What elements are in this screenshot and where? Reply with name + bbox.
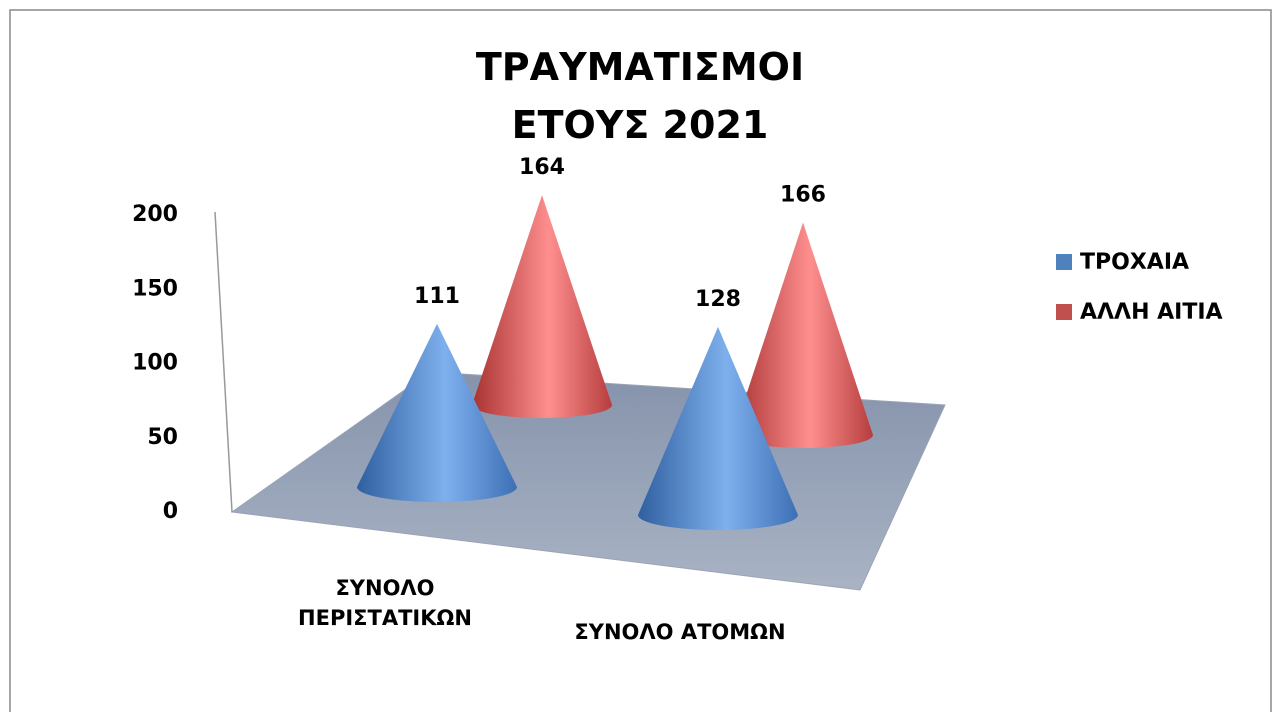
cone: [472, 195, 612, 418]
y-tick-label: 200: [132, 202, 178, 227]
data-label: 166: [780, 183, 826, 208]
legend-swatch: [1056, 304, 1072, 320]
legend-label: ΑΛΛΗ ΑΙΤΙΑ: [1080, 300, 1223, 325]
legend-label: ΤΡΟΧΑΙΑ: [1080, 250, 1189, 275]
chart-title: ΤΡΑΥΜΑΤΙΣΜΟΙ ΕΤΟΥΣ 2021: [475, 45, 805, 147]
cone: [733, 222, 873, 448]
cone: [357, 323, 517, 502]
y-tick-label: 150: [132, 276, 178, 301]
y-tick-label: 0: [163, 499, 178, 524]
data-label: 111: [414, 284, 460, 309]
y-axis: [214, 211, 233, 513]
data-label: 128: [695, 287, 741, 312]
y-tick-label: 50: [147, 425, 178, 450]
chart-border: [9, 9, 1272, 712]
y-tick-label: 100: [132, 351, 178, 376]
x-tick-label: ΣΥΝΟΛΟ ΠΕΡΙΣΤΑΤΙΚΩΝ: [298, 576, 472, 630]
data-label: 164: [519, 155, 565, 180]
x-tick-label: ΣΥΝΟΛΟ ΑΤΟΜΩΝ: [574, 620, 786, 644]
legend-swatch: [1056, 254, 1072, 270]
cone: [638, 326, 798, 530]
